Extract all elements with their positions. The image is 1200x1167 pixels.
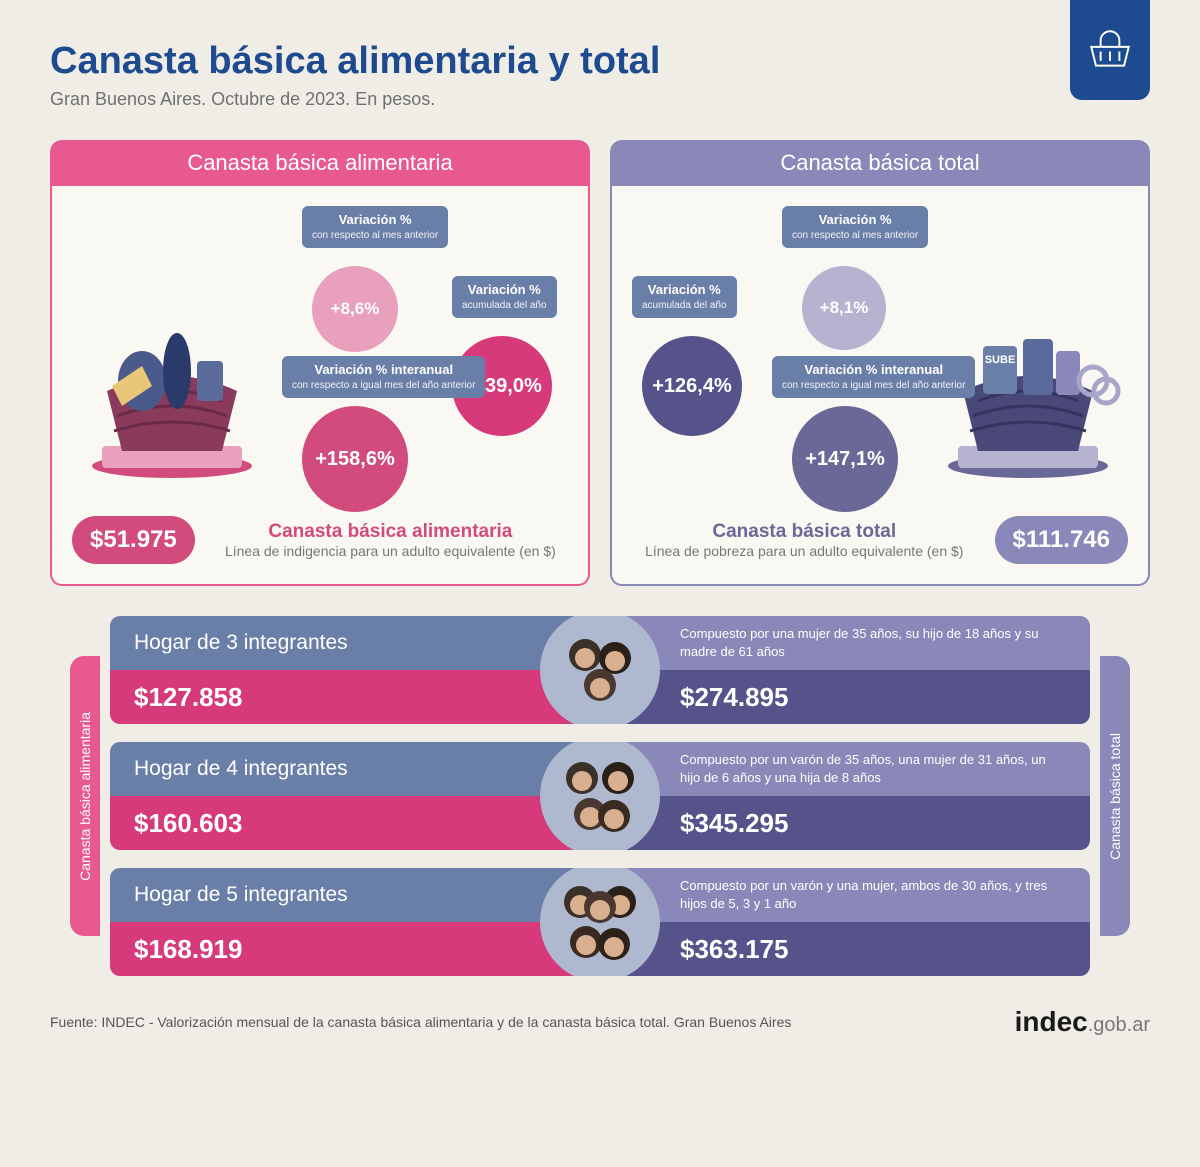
household-cbt-price: $274.895 [600,670,1090,724]
household-desc: Compuesto por un varón y una mujer, ambo… [600,868,1090,922]
cba-foot-title: Canasta básica alimentaria [213,521,568,543]
household-desc: Compuesto por un varón de 35 años, una m… [600,742,1090,796]
family-icon [540,868,660,976]
cba-price: $51.975 [72,516,195,564]
panel-cbt-title: Canasta básica total [612,140,1148,186]
basket-badge-icon [1070,0,1150,100]
page-title: Canasta básica alimentaria y total [50,40,660,83]
variation-bubble: +8,6% [312,266,398,352]
variation-label: Variación % interanualcon respecto a igu… [772,356,975,398]
family-icon [540,742,660,850]
variation-bubble: +126,4% [642,336,742,436]
page-subtitle: Gran Buenos Aires. Octubre de 2023. En p… [50,89,660,110]
svg-text:SUBE: SUBE [985,354,1016,366]
variation-label: Variación %acumulada del año [452,276,557,318]
household-cba-price: $160.603 [110,796,600,850]
cba-foot-sub: Línea de indigencia para un adulto equiv… [213,543,568,559]
household-desc: Compuesto por una mujer de 35 años, su h… [600,616,1090,670]
cbt-foot-title: Canasta básica total [632,521,977,543]
household-cbt-price: $345.295 [600,796,1090,850]
household-cbt-price: $363.175 [600,922,1090,976]
food-basket-icon [72,291,272,496]
indec-logo: indec.gob.ar [1015,1006,1150,1038]
panel-cba-title: Canasta básica alimentaria [52,140,588,186]
household-row: Hogar de 5 integrantes$168.919Compuesto … [110,868,1090,976]
variation-label: Variación %acumulada del año [632,276,737,318]
cbt-price: $111.746 [995,516,1128,564]
household-cba-price: $168.919 [110,922,600,976]
variation-bubble: +147,1% [792,406,898,512]
variation-bubble: +158,6% [302,406,408,512]
household-row: Hogar de 3 integrantes$127.858Compuesto … [110,616,1090,724]
side-tab-cba: Canasta básica alimentaria [70,656,100,936]
family-icon [540,616,660,724]
variation-label: Variación %con respecto al mes anterior [782,206,928,248]
panel-cbt: Canasta básica total SUBE [610,140,1150,586]
household-name: Hogar de 5 integrantes [110,868,600,922]
variation-label: Variación % interanualcon respecto a igu… [282,356,485,398]
household-name: Hogar de 4 integrantes [110,742,600,796]
variation-label: Variación %con respecto al mes anterior [302,206,448,248]
household-name: Hogar de 3 integrantes [110,616,600,670]
source-text: Fuente: INDEC - Valorización mensual de … [50,1014,791,1030]
variation-bubble: +8,1% [802,266,886,350]
panel-cba: Canasta básica alimentaria [50,140,590,586]
household-row: Hogar de 4 integrantes$160.603Compuesto … [110,742,1090,850]
side-tab-cbt: Canasta básica total [1100,656,1130,936]
cbt-foot-sub: Línea de pobreza para un adulto equivale… [632,543,977,559]
household-cba-price: $127.858 [110,670,600,724]
